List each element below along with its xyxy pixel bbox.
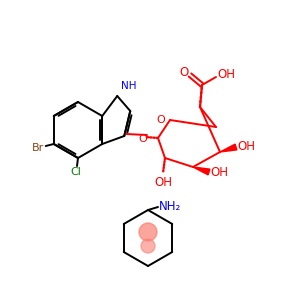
Text: NH₂: NH₂ [159,200,181,212]
Text: OH: OH [237,140,255,154]
Text: OH: OH [210,166,228,178]
Text: Cl: Cl [70,167,81,177]
Text: O: O [157,115,165,125]
Circle shape [139,223,157,241]
Polygon shape [220,144,237,152]
Text: Br: Br [32,143,44,153]
Text: OH: OH [217,68,235,82]
Text: OH: OH [154,176,172,188]
Text: NH: NH [121,81,137,91]
Text: O: O [179,67,189,80]
Circle shape [141,239,155,253]
Polygon shape [193,167,210,175]
Text: O: O [139,134,147,144]
